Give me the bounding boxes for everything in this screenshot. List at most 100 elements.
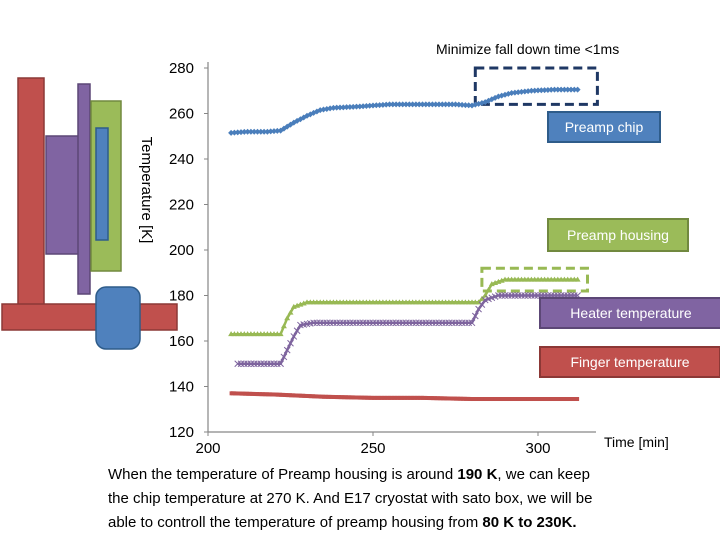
data-point	[282, 392, 286, 397]
data-point	[463, 396, 467, 401]
data-point	[445, 101, 452, 108]
data-point	[371, 395, 375, 400]
data-point	[574, 86, 581, 93]
data-point	[416, 101, 423, 108]
data-point	[528, 87, 535, 94]
data-point	[553, 397, 556, 402]
data-point	[238, 129, 244, 136]
data-point	[478, 301, 486, 308]
data-point	[419, 101, 426, 108]
data-point	[561, 86, 568, 93]
data-point	[430, 396, 434, 401]
data-point	[285, 393, 289, 398]
data-point	[325, 394, 329, 399]
data-point	[373, 102, 380, 109]
data-point	[254, 128, 261, 135]
caption-text: able to controll the temperature of prea…	[108, 514, 483, 531]
x-tick-label: 250	[360, 440, 385, 457]
data-point	[364, 395, 368, 400]
data-point	[360, 103, 367, 110]
data-point	[280, 353, 288, 361]
data-point	[403, 101, 409, 108]
data-point	[355, 395, 358, 400]
data-point	[289, 393, 292, 398]
data-point	[252, 391, 256, 396]
data-point	[246, 391, 250, 396]
data-point	[404, 395, 408, 400]
legend-box-heater-temperature	[539, 297, 720, 329]
data-point	[287, 339, 294, 347]
data-point	[330, 104, 337, 111]
caption-bold: 190 K	[457, 466, 498, 483]
data-point	[447, 396, 451, 401]
data-point	[516, 397, 520, 402]
data-point	[394, 395, 398, 400]
data-point	[396, 101, 403, 108]
series-line	[231, 88, 578, 135]
data-point	[477, 397, 481, 402]
data-point	[231, 129, 238, 136]
data-point	[370, 102, 376, 109]
series-heater-temperature	[234, 292, 581, 368]
data-point	[485, 286, 492, 292]
data-point	[572, 397, 576, 402]
data-point	[407, 395, 411, 400]
data-point	[564, 86, 571, 93]
chip-block	[95, 127, 109, 241]
data-point	[569, 397, 573, 402]
caption-line-1: When the temperature of Preamp housing i…	[108, 463, 708, 487]
data-point	[503, 397, 507, 402]
data-point	[272, 392, 276, 397]
data-point	[265, 392, 269, 397]
legend-box-finger-temperature	[539, 346, 720, 378]
data-point	[271, 128, 277, 135]
finger-vertical-bar	[17, 77, 45, 309]
data-point	[383, 101, 390, 108]
data-point	[328, 394, 332, 399]
data-point	[302, 393, 306, 398]
data-point	[523, 397, 527, 402]
data-point	[412, 101, 419, 108]
y-tick-label: 200	[169, 242, 194, 259]
data-point	[335, 395, 339, 400]
annotation-box	[473, 66, 599, 106]
data-point	[277, 331, 284, 337]
y-tick-label: 220	[169, 197, 194, 214]
data-point	[259, 392, 263, 397]
data-point	[417, 395, 421, 400]
data-point	[350, 103, 357, 110]
data-point	[236, 391, 240, 396]
data-point	[467, 396, 471, 401]
data-point	[576, 397, 580, 402]
data-point	[566, 397, 570, 402]
data-point	[389, 101, 396, 108]
data-point	[399, 101, 406, 108]
data-point	[368, 395, 372, 400]
data-point	[554, 86, 561, 93]
data-point	[232, 391, 236, 396]
y-tick-label: 140	[169, 379, 194, 396]
data-point	[473, 397, 477, 402]
y-tick-label: 240	[169, 151, 194, 168]
data-point	[422, 101, 429, 108]
data-point	[242, 391, 246, 396]
data-point	[490, 397, 494, 402]
data-point	[500, 397, 504, 402]
data-point	[340, 104, 347, 111]
legend-label-finger-temperature: Finger temperature	[570, 354, 689, 370]
data-point	[251, 128, 258, 135]
data-point	[290, 333, 298, 340]
finger-base-bar	[1, 303, 178, 331]
data-point	[280, 323, 287, 329]
data-point	[261, 128, 268, 135]
data-point	[275, 392, 279, 397]
data-point	[427, 396, 431, 401]
data-point	[549, 397, 553, 402]
data-point	[295, 393, 299, 398]
series-finger-temperature	[229, 391, 580, 402]
data-point	[452, 101, 459, 108]
data-point	[358, 395, 362, 400]
data-point	[277, 360, 284, 368]
data-point	[432, 101, 439, 108]
